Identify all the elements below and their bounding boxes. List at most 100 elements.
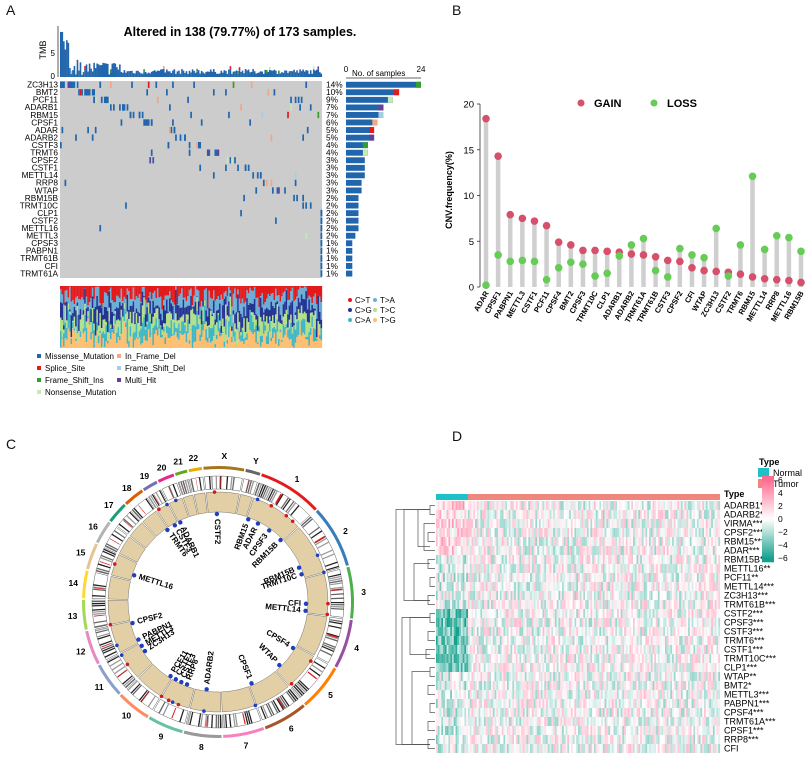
titv-segment [135,323,138,338]
heatmap-cell [560,609,563,619]
titv-segment [268,296,271,311]
heatmap-cell [469,537,472,547]
chromosome-inner-ring [119,536,146,563]
mutation-cell [64,179,67,187]
heatmap-cell [677,510,680,520]
titv-segment [208,327,211,339]
heatmap-cell [514,537,516,547]
heatmap-cell [622,627,625,637]
heatmap-cell [451,618,454,628]
heatmap-cell [640,582,643,592]
heatmap-cell [531,510,534,520]
titv-segment [234,341,236,348]
heatmap-cell [475,501,477,511]
heatmap-cell [705,546,708,556]
heatmap-cell [634,618,637,628]
titv-segment [232,286,235,294]
tmb-bar [208,71,211,77]
loss-point [591,272,599,280]
titv-segment [94,335,97,342]
loss-point [785,233,793,242]
gain-point [676,257,684,266]
mutation-cell [125,202,127,209]
chromosome-band [234,713,238,727]
heatmap-cell [522,609,525,619]
heatmap-cell [711,591,714,601]
titv-segment [190,310,192,330]
heatmap-cell [522,645,525,655]
heatmap-cell [533,546,536,556]
heatmap-cell [505,564,508,574]
tmb-bar [217,73,220,77]
heatmap-cell [562,519,564,529]
mutation-cell [237,164,239,171]
heatmap-cell [526,636,529,646]
chromosome-band [95,627,109,632]
titv-segment [235,286,238,299]
heatmap-cell [581,519,584,529]
titv-segment [123,321,126,348]
heatmap-cell [476,537,479,547]
heatmap-cell [602,582,605,592]
heatmap-cell [560,618,563,628]
titv-segment [79,319,82,332]
heatmap-cell [459,600,461,610]
heatmap-cell [718,627,721,637]
titv-segment [200,286,203,301]
heatmap-cell [636,609,639,619]
heatmap-cell [535,627,538,637]
heatmap-cell [507,663,509,673]
heatmap-cell [485,600,488,610]
titv-segment [291,287,294,301]
heatmap-cell [664,546,667,556]
heatmap-cell [693,627,696,637]
heatmap-cell [629,618,632,628]
heatmap-cell [682,573,685,583]
heatmap-cell [503,663,506,673]
gain-point [760,274,769,283]
titv-segment [85,321,88,328]
heatmap-cell [537,618,540,628]
titv-segment [138,331,141,338]
heatmap-cell [519,519,522,529]
side-bar-segment [372,119,378,126]
heatmap-cell [558,546,561,556]
heatmap-cell [494,582,497,592]
heatmap-cell [437,618,440,628]
gain-point [772,275,781,284]
titv-segment [312,308,315,316]
heatmap-cell [439,564,442,574]
heatmap-cell [569,636,572,646]
heatmap-cell [455,528,458,538]
heatmap-cell [661,645,664,655]
heatmap-cell [533,627,536,637]
titv-segment [211,298,214,315]
heatmap-cell [608,609,611,619]
titv-segment [217,296,220,310]
tmb-bar [261,71,264,77]
heatmap-cell [496,510,499,520]
chromosome-band [225,476,229,490]
mutation-cell [302,194,305,202]
titv-segment [90,286,92,299]
heatmap-cell [595,627,598,637]
chromosome-band [329,582,343,586]
titv-segment [173,286,176,305]
titv-segment [97,305,100,326]
titv-segment [162,331,165,348]
heatmap-cell [695,618,698,628]
heatmap-cell [700,519,703,529]
gene-label: RBM15 [30,110,58,120]
heatmap-cell [453,645,456,655]
heatmap-cell [668,546,671,556]
heatmap-cell [576,645,579,655]
heatmap-cell [553,564,556,574]
heatmap-cell [618,519,621,529]
heatmap-cell [585,618,587,628]
chromosome-band [325,561,338,567]
heatmap-cell [590,528,593,538]
heatmap-cell [453,618,456,628]
heatmap-cell [469,510,472,520]
heatmap-cell [627,546,630,556]
heatmap-cell [684,600,687,610]
